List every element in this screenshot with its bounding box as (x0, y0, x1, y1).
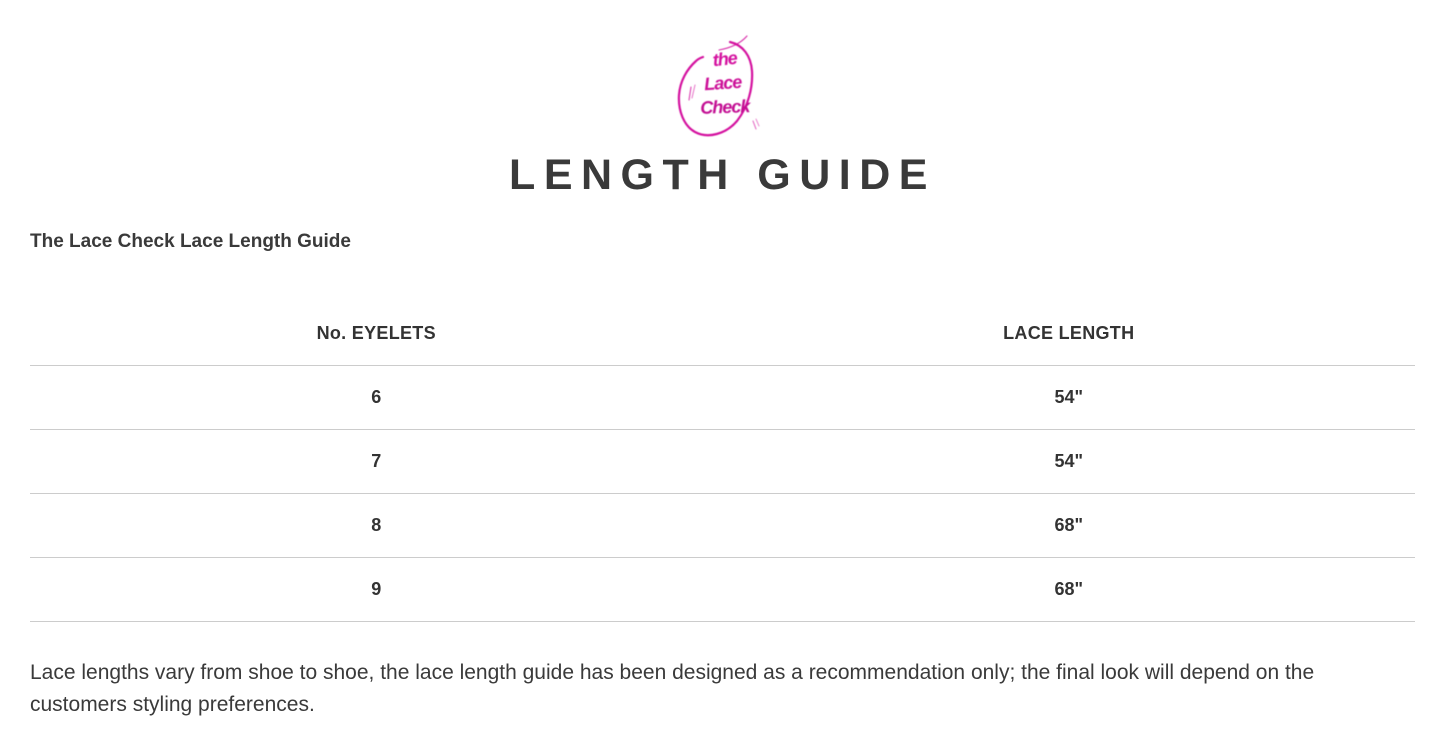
svg-text:the: the (712, 48, 739, 71)
svg-text:Check: Check (700, 96, 752, 118)
svg-text:Lace: Lace (704, 72, 743, 95)
